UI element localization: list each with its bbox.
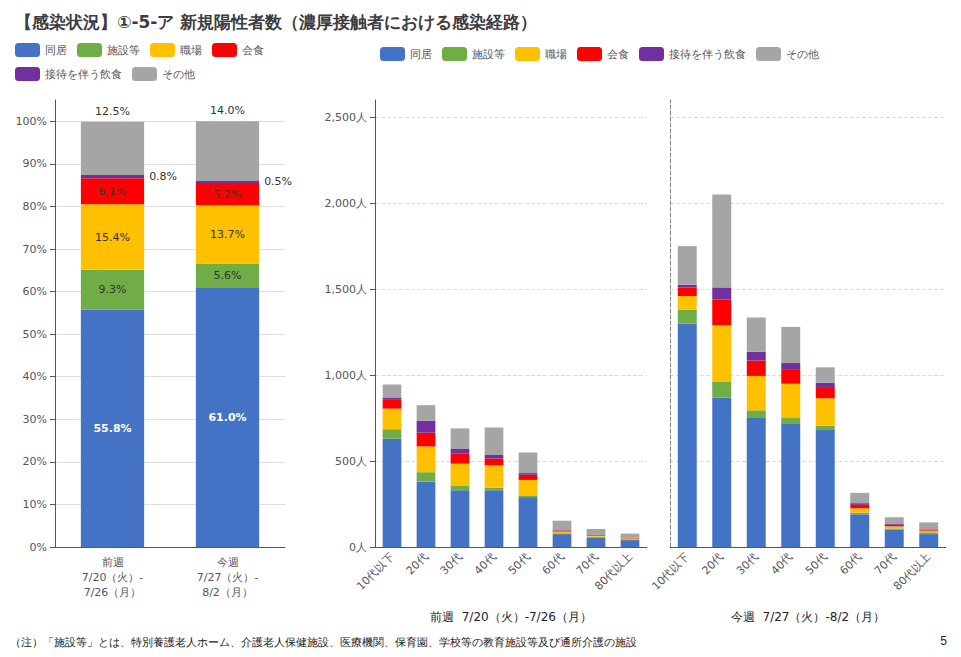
svg-text:70代: 70代 [574, 550, 601, 577]
svg-text:70%: 70% [23, 243, 47, 256]
svg-text:（注）「施設等」とは、特別養護老人ホーム、介護老人保健施設、: （注）「施設等」とは、特別養護老人ホーム、介護老人保健施設、医療機関、保育園、学… [10, 636, 637, 648]
svg-text:会食: 会食 [607, 48, 629, 61]
svg-text:20代: 20代 [699, 550, 726, 577]
svg-text:70代: 70代 [872, 550, 899, 577]
svg-text:5.6%: 5.6% [214, 269, 242, 282]
svg-text:前週 7/20（火）-7/26（月）: 前週 7/20（火）-7/26（月） [430, 610, 592, 624]
svg-text:55.8%: 55.8% [93, 422, 131, 435]
svg-text:30代: 30代 [438, 550, 465, 577]
svg-text:施設等: 施設等 [107, 44, 140, 57]
svg-text:0.8%: 0.8% [149, 170, 177, 183]
svg-text:0人: 0人 [349, 541, 367, 554]
svg-text:10%: 10% [23, 498, 47, 511]
svg-text:会食: 会食 [242, 44, 264, 57]
svg-text:同居: 同居 [410, 48, 432, 61]
svg-text:5: 5 [940, 634, 947, 648]
svg-text:1,000人: 1,000人 [325, 369, 368, 382]
svg-text:100%: 100% [16, 115, 47, 128]
svg-text:500人: 500人 [335, 455, 367, 468]
svg-text:50代: 50代 [803, 550, 830, 577]
svg-text:12.5%: 12.5% [95, 105, 130, 118]
svg-text:7/27（火）-: 7/27（火）- [197, 571, 259, 584]
svg-text:施設等: 施設等 [472, 48, 505, 61]
svg-text:13.7%: 13.7% [210, 228, 245, 241]
svg-text:今週 7/27（火）-8/2（月）: 今週 7/27（火）-8/2（月） [731, 610, 885, 624]
svg-text:その他: その他 [162, 68, 195, 81]
svg-text:50代: 50代 [506, 550, 533, 577]
svg-text:30%: 30% [23, 413, 47, 426]
svg-text:2,000人: 2,000人 [325, 197, 368, 210]
svg-text:60代: 60代 [540, 550, 567, 577]
svg-text:その他: その他 [786, 48, 819, 61]
svg-text:接待を伴う飲食: 接待を伴う飲食 [45, 68, 122, 81]
svg-text:60代: 60代 [837, 550, 864, 577]
svg-text:同居: 同居 [45, 44, 67, 57]
svg-text:20代: 20代 [404, 550, 431, 577]
svg-text:接待を伴う飲食: 接待を伴う飲食 [669, 48, 746, 61]
svg-text:90%: 90% [23, 157, 47, 170]
svg-text:職場: 職場 [545, 48, 567, 61]
svg-text:6.1%: 6.1% [99, 185, 127, 198]
svg-text:60%: 60% [23, 285, 47, 298]
svg-text:80代以上: 80代以上 [592, 550, 634, 592]
svg-text:8/2（月）: 8/2（月） [202, 586, 253, 599]
svg-text:20%: 20% [23, 455, 47, 468]
svg-text:9.3%: 9.3% [99, 283, 127, 296]
svg-text:7/20（火）-: 7/20（火）- [82, 571, 144, 584]
svg-text:今週: 今週 [217, 556, 239, 569]
svg-text:2,500人: 2,500人 [325, 111, 368, 124]
svg-text:1,500人: 1,500人 [325, 283, 368, 296]
svg-text:0.5%: 0.5% [264, 175, 292, 188]
svg-text:前週: 前週 [102, 556, 124, 569]
svg-text:7/26（月）: 7/26（月） [84, 586, 142, 599]
svg-text:10代以下: 10代以下 [649, 550, 691, 592]
svg-text:【感染状況】①-5-ア 新規陽性者数（濃厚接触者における感染: 【感染状況】①-5-ア 新規陽性者数（濃厚接触者における感染経路） [15, 12, 537, 32]
svg-text:61.0%: 61.0% [208, 411, 246, 424]
svg-text:80%: 80% [23, 200, 47, 213]
svg-text:職場: 職場 [180, 44, 202, 57]
svg-text:0%: 0% [30, 541, 47, 554]
svg-text:10代以下: 10代以下 [354, 550, 396, 592]
svg-text:40%: 40% [23, 370, 47, 383]
svg-text:15.4%: 15.4% [95, 231, 130, 244]
svg-text:5.2%: 5.2% [214, 188, 242, 201]
svg-text:14.0%: 14.0% [210, 104, 245, 117]
svg-text:80代以上: 80代以上 [891, 550, 933, 592]
svg-text:30代: 30代 [734, 550, 761, 577]
svg-text:40代: 40代 [768, 550, 795, 577]
svg-text:50%: 50% [23, 328, 47, 341]
svg-text:40代: 40代 [472, 550, 499, 577]
